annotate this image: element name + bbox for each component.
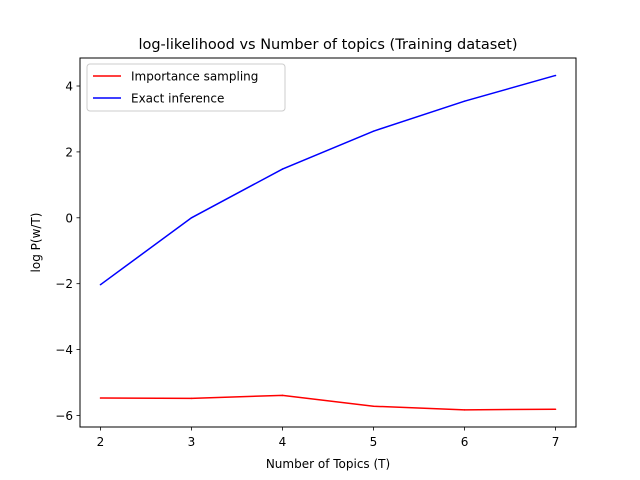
x-tick-label: 2: [97, 435, 105, 449]
data-point: [463, 409, 466, 411]
y-tick-label: 0: [65, 211, 73, 225]
y-tick-label: −6: [55, 409, 73, 423]
legend-label: Importance sampling: [131, 70, 258, 84]
y-tick-label: 2: [65, 145, 73, 159]
data-point: [554, 74, 557, 77]
data-point: [372, 405, 375, 407]
data-point: [281, 168, 284, 170]
axes-layer: 2 3 4 5 6 7 4 2 0 −2 −4 −6: [55, 80, 559, 449]
chart-title: log-likelihood vs Number of topics (Trai…: [138, 37, 517, 53]
data-point: [99, 397, 102, 399]
y-tick-label: 4: [65, 80, 73, 94]
data-point: [554, 408, 557, 410]
data-point: [190, 217, 193, 219]
series-line-exact-inference: [100, 74, 556, 286]
x-tick-label: 6: [461, 435, 469, 449]
series-line-importance-sampling: [100, 394, 556, 411]
series-layer: [99, 74, 557, 411]
y-axis-label: log P(w/T): [29, 213, 43, 273]
x-tick-label: 5: [370, 435, 378, 449]
data-point: [372, 130, 375, 132]
y-tick-label: −4: [55, 343, 73, 357]
x-axis-label: Number of Topics (T): [266, 457, 390, 471]
data-point: [281, 394, 284, 397]
x-tick-label: 4: [279, 435, 287, 449]
x-tick-label: 3: [188, 435, 196, 449]
legend-box: [86, 63, 286, 112]
plot-frame: [79, 57, 577, 428]
x-tick-label: 7: [552, 435, 560, 449]
legend-label: Exact inference: [131, 92, 224, 106]
legend: Importance sampling Exact inference: [86, 63, 286, 112]
y-tick-label: −2: [55, 277, 73, 291]
data-point: [190, 397, 193, 400]
data-point: [99, 283, 102, 286]
data-point: [463, 100, 466, 102]
